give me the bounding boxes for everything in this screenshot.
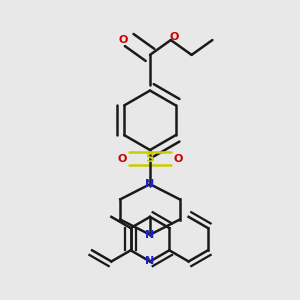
Text: S: S <box>146 152 154 165</box>
Text: O: O <box>169 32 178 42</box>
Text: N: N <box>146 256 154 266</box>
Text: N: N <box>146 230 154 240</box>
Text: O: O <box>118 35 128 45</box>
Text: O: O <box>117 154 127 164</box>
Text: N: N <box>146 179 154 189</box>
Text: O: O <box>173 154 183 164</box>
